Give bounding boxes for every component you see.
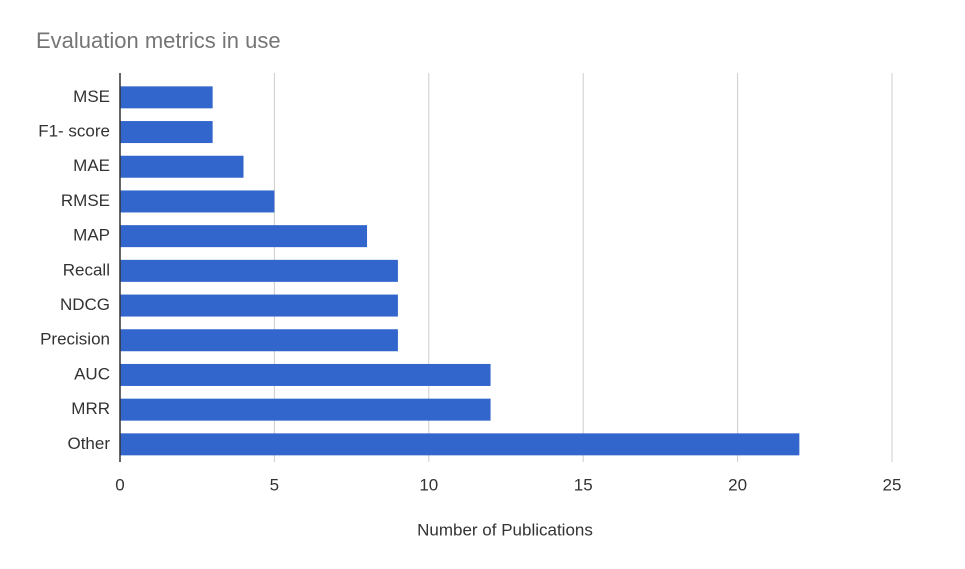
y-tick-label: MAP	[73, 226, 110, 245]
x-tick-label: 5	[270, 475, 279, 494]
y-tick-label: Precision	[40, 330, 110, 349]
bar	[120, 121, 213, 144]
bar	[120, 259, 398, 282]
y-tick-label: NDCG	[60, 295, 110, 314]
bar	[120, 363, 491, 386]
bar	[120, 329, 398, 352]
bar	[120, 155, 244, 178]
x-tick-label: 25	[883, 475, 902, 494]
x-tick-label: 20	[728, 475, 747, 494]
x-tick-label: 10	[419, 475, 438, 494]
x-axis-title: Number of Publications	[417, 520, 593, 539]
y-tick-label: Other	[67, 434, 110, 453]
bar	[120, 190, 275, 213]
bars	[120, 86, 800, 456]
bar	[120, 86, 213, 109]
bar	[120, 398, 491, 421]
y-tick-label: F1- score	[38, 122, 110, 141]
bar	[120, 433, 800, 456]
y-tick-label: MAE	[73, 156, 110, 175]
bar	[120, 294, 398, 317]
y-tick-label: AUC	[74, 364, 110, 383]
x-tick-label: 0	[115, 475, 124, 494]
y-tick-label: Recall	[63, 260, 110, 279]
bar	[120, 225, 368, 248]
y-tick-label: MSE	[73, 87, 110, 106]
chart-title: Evaluation metrics in use	[36, 28, 281, 53]
y-tick-label: MRR	[71, 399, 110, 418]
x-tick-label: 15	[574, 475, 593, 494]
y-tick-label: RMSE	[61, 191, 110, 210]
